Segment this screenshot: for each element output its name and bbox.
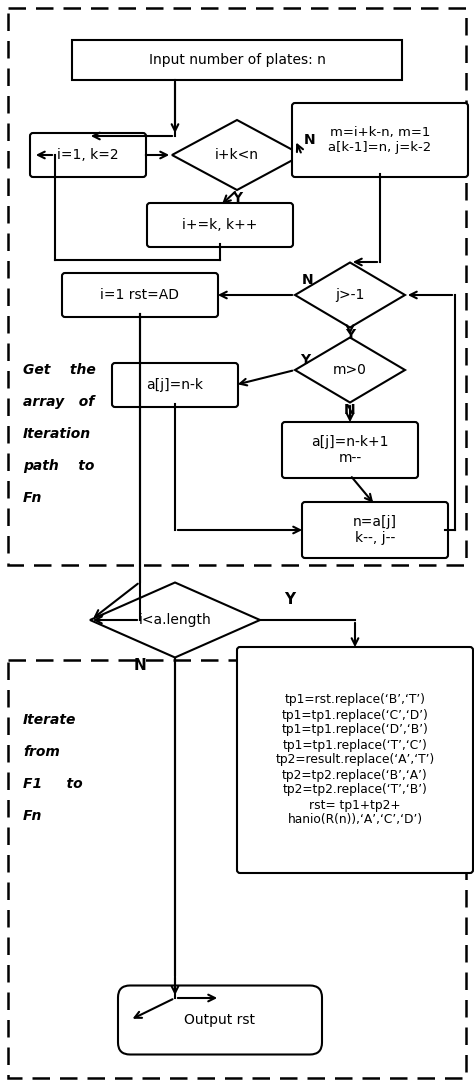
Text: Iteration: Iteration: [23, 426, 91, 441]
Polygon shape: [90, 582, 260, 657]
Text: m=i+k-n, m=1
a[k-1]=n, j=k-2: m=i+k-n, m=1 a[k-1]=n, j=k-2: [328, 126, 432, 154]
FancyBboxPatch shape: [72, 40, 402, 81]
FancyBboxPatch shape: [302, 502, 448, 558]
FancyBboxPatch shape: [118, 986, 322, 1054]
Text: m>0: m>0: [333, 363, 367, 378]
Text: i+k<n: i+k<n: [215, 148, 259, 162]
Text: Y: Y: [284, 593, 296, 607]
Polygon shape: [295, 337, 405, 403]
FancyBboxPatch shape: [282, 422, 418, 478]
FancyBboxPatch shape: [30, 133, 146, 177]
Text: Y: Y: [345, 327, 355, 342]
Text: a[j]=n-k: a[j]=n-k: [146, 378, 203, 392]
Text: Fn: Fn: [23, 491, 42, 505]
Text: Get    the: Get the: [23, 363, 96, 378]
FancyBboxPatch shape: [147, 203, 293, 247]
FancyBboxPatch shape: [292, 103, 468, 177]
Text: Fn: Fn: [23, 809, 42, 823]
Text: i<a.length: i<a.length: [138, 613, 211, 627]
Text: i+=k, k++: i+=k, k++: [182, 218, 258, 232]
Text: Y: Y: [300, 353, 310, 367]
Polygon shape: [172, 120, 302, 190]
FancyBboxPatch shape: [237, 647, 473, 873]
Text: j>-1: j>-1: [335, 288, 365, 302]
Text: Y: Y: [232, 191, 242, 205]
Text: from: from: [23, 745, 60, 759]
Text: N: N: [134, 657, 146, 672]
Text: N: N: [302, 273, 314, 287]
Text: Input number of plates: n: Input number of plates: n: [148, 53, 326, 67]
FancyBboxPatch shape: [62, 273, 218, 317]
Text: i=1, k=2: i=1, k=2: [57, 148, 119, 162]
Polygon shape: [295, 262, 405, 327]
Text: F1     to: F1 to: [23, 777, 82, 791]
FancyBboxPatch shape: [112, 363, 238, 407]
Text: n=a[j]
k--, j--: n=a[j] k--, j--: [353, 515, 397, 545]
Text: i=1 rst=AD: i=1 rst=AD: [100, 288, 180, 302]
Text: N: N: [344, 403, 356, 417]
Text: Iterate: Iterate: [23, 713, 76, 727]
Text: path    to: path to: [23, 459, 94, 473]
Text: a[j]=n-k+1
m--: a[j]=n-k+1 m--: [311, 435, 389, 465]
Text: Output rst: Output rst: [184, 1013, 255, 1027]
Text: tp1=rst.replace(‘B’,‘T’)
tp1=tp1.replace(‘C’,‘D’)
tp1=tp1.replace(‘D’,‘B’)
tp1=t: tp1=rst.replace(‘B’,‘T’) tp1=tp1.replace…: [275, 693, 435, 827]
Text: array   of: array of: [23, 395, 94, 409]
Text: N: N: [304, 133, 316, 147]
